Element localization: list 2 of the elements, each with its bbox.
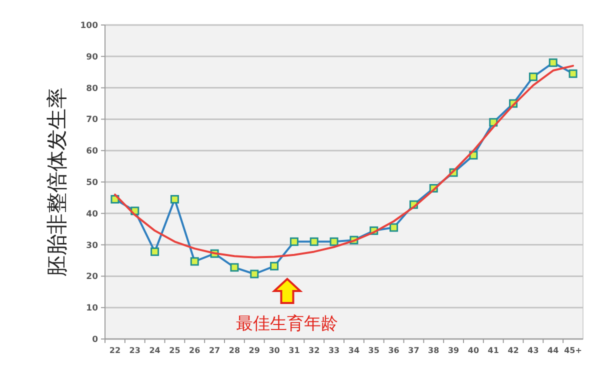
annotation: 最佳生育年龄 — [236, 314, 338, 334]
ylabel: 胚胎非整倍体发生率 — [45, 88, 69, 276]
